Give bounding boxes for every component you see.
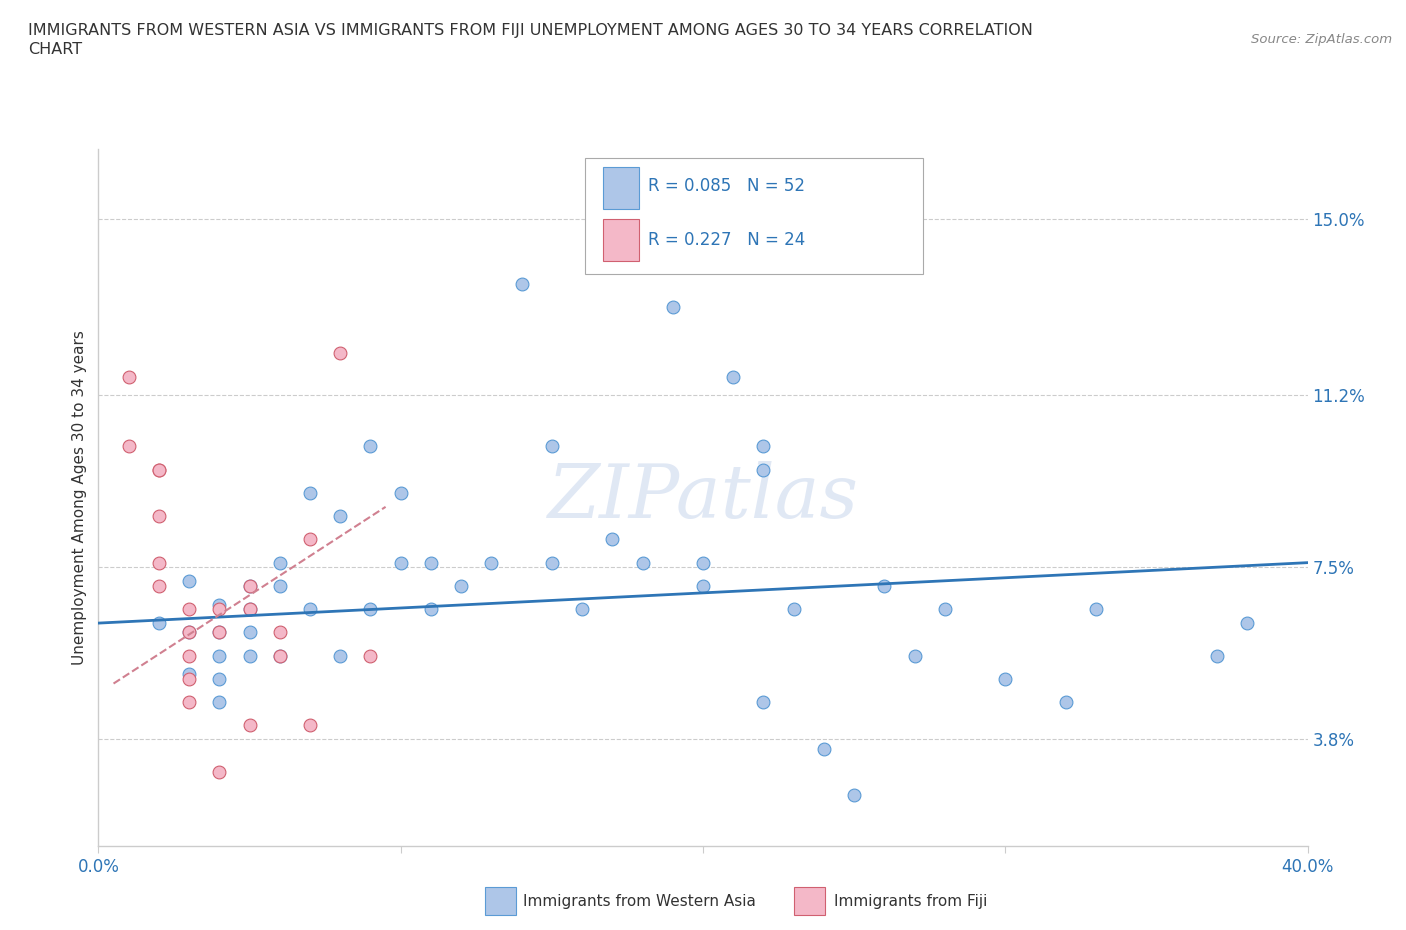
Point — [752, 462, 775, 477]
Point — [1054, 695, 1077, 710]
Point — [299, 718, 322, 733]
Point — [118, 369, 141, 384]
Point — [360, 648, 382, 663]
Point — [813, 741, 835, 756]
Point — [904, 648, 927, 663]
Point — [540, 555, 562, 570]
Point — [481, 555, 503, 570]
Text: IMMIGRANTS FROM WESTERN ASIA VS IMMIGRANTS FROM FIJI UNEMPLOYMENT AMONG AGES 30 : IMMIGRANTS FROM WESTERN ASIA VS IMMIGRAN… — [28, 23, 1033, 38]
Point — [1206, 648, 1229, 663]
Point — [148, 462, 170, 477]
Point — [239, 602, 262, 617]
Point — [752, 695, 775, 710]
Text: ZIPatlas: ZIPatlas — [547, 461, 859, 534]
Point — [148, 616, 170, 631]
Point — [692, 555, 714, 570]
Point — [299, 602, 322, 617]
Point — [239, 578, 262, 593]
Point — [179, 648, 201, 663]
Point — [148, 462, 170, 477]
Point — [208, 695, 231, 710]
Point — [208, 625, 231, 640]
Point — [208, 625, 231, 640]
Point — [269, 578, 291, 593]
Point — [540, 439, 562, 454]
Point — [631, 555, 654, 570]
Point — [329, 648, 352, 663]
Point — [844, 788, 866, 803]
Text: R = 0.085   N = 52: R = 0.085 N = 52 — [648, 178, 806, 195]
Point — [1085, 602, 1108, 617]
Point — [239, 578, 262, 593]
Point — [662, 299, 685, 314]
Point — [239, 718, 262, 733]
Point — [420, 602, 443, 617]
Point — [269, 555, 291, 570]
Text: CHART: CHART — [28, 42, 82, 57]
Point — [934, 602, 956, 617]
Point — [208, 648, 231, 663]
Point — [329, 346, 352, 361]
Point — [420, 555, 443, 570]
Point — [179, 667, 201, 682]
Text: Immigrants from Western Asia: Immigrants from Western Asia — [523, 894, 756, 909]
Point — [269, 625, 291, 640]
Point — [148, 578, 170, 593]
Point — [208, 602, 231, 617]
Point — [179, 625, 201, 640]
Point — [148, 509, 170, 524]
Point — [692, 578, 714, 593]
Text: Source: ZipAtlas.com: Source: ZipAtlas.com — [1251, 33, 1392, 46]
Point — [118, 439, 141, 454]
Y-axis label: Unemployment Among Ages 30 to 34 years: Unemployment Among Ages 30 to 34 years — [72, 330, 87, 665]
Point — [389, 485, 412, 500]
Point — [179, 695, 201, 710]
Point — [571, 602, 593, 617]
Point — [389, 555, 412, 570]
Text: Immigrants from Fiji: Immigrants from Fiji — [834, 894, 987, 909]
Point — [1236, 616, 1258, 631]
Point — [752, 439, 775, 454]
Point — [450, 578, 472, 593]
Point — [299, 532, 322, 547]
Point — [360, 602, 382, 617]
Point — [299, 485, 322, 500]
Point — [208, 671, 231, 686]
Point — [602, 532, 624, 547]
Point — [148, 555, 170, 570]
Point — [208, 597, 231, 612]
Point — [179, 574, 201, 589]
Text: R = 0.227   N = 24: R = 0.227 N = 24 — [648, 231, 806, 248]
Point — [239, 625, 262, 640]
Point — [239, 648, 262, 663]
Point — [783, 602, 806, 617]
Point — [269, 648, 291, 663]
Point — [269, 648, 291, 663]
Point — [208, 764, 231, 779]
Point — [360, 439, 382, 454]
Point — [994, 671, 1017, 686]
Point — [723, 369, 745, 384]
Point — [510, 276, 533, 291]
Point — [179, 625, 201, 640]
Point — [179, 602, 201, 617]
Point — [329, 509, 352, 524]
Point — [873, 578, 896, 593]
Point — [179, 671, 201, 686]
Point — [239, 602, 262, 617]
